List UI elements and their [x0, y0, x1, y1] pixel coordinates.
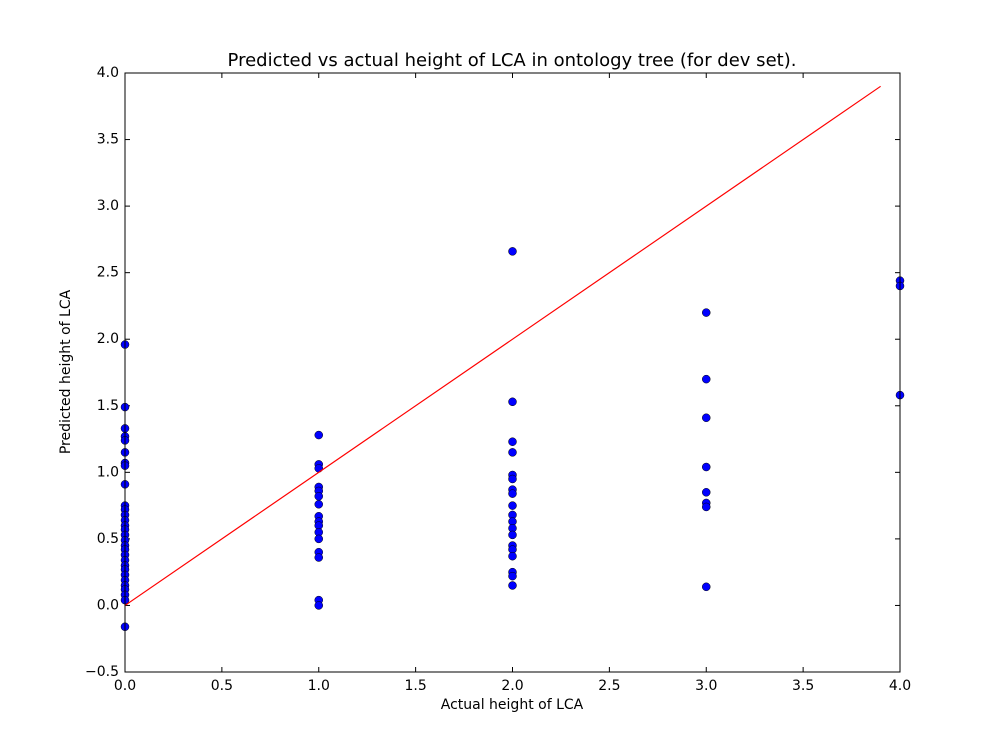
point — [314, 601, 323, 610]
x-tick-label: 0.5 — [211, 678, 233, 694]
point — [508, 551, 517, 561]
y-tick-label: 1.5 — [97, 398, 119, 414]
point — [702, 374, 711, 384]
x-tick-label: 3.5 — [792, 678, 814, 694]
point — [508, 489, 517, 498]
point — [508, 437, 517, 446]
point — [508, 501, 517, 510]
y-tick-label: 3.5 — [97, 132, 119, 148]
y-tick-label: 1.0 — [97, 464, 119, 480]
point — [508, 247, 517, 256]
x-tick-label: 2.0 — [501, 678, 523, 694]
y-tick-label: 3.0 — [97, 198, 119, 214]
chart-title: Predicted vs actual height of LCA in ont… — [228, 50, 797, 71]
x-tick-label: 0.0 — [114, 678, 136, 694]
x-axis-label: Actual height of LCA — [441, 697, 584, 713]
y-tick-label: 0.5 — [97, 531, 119, 547]
point — [702, 582, 711, 592]
point — [314, 534, 323, 544]
point — [508, 397, 517, 407]
point — [314, 553, 323, 562]
line — [124, 85, 881, 606]
x-tick-label: 4.0 — [889, 678, 911, 694]
point — [702, 462, 711, 472]
point — [314, 492, 323, 501]
point — [702, 488, 711, 497]
y-axis-label: Predicted height of LCA — [58, 289, 74, 454]
point — [702, 413, 711, 423]
x-tick-label: 3.0 — [695, 678, 717, 694]
point — [508, 581, 517, 590]
point — [508, 448, 517, 457]
y-tick-label: −0.5 — [85, 664, 119, 680]
y-tick-label: 2.5 — [97, 265, 119, 281]
plot-frame — [124, 72, 901, 673]
point — [314, 464, 323, 473]
y-tick-label: 4.0 — [97, 65, 119, 81]
point — [508, 474, 517, 484]
point — [702, 502, 711, 512]
x-tick-label: 1.5 — [404, 678, 426, 694]
point — [508, 571, 517, 581]
y-tick-label: 2.0 — [97, 331, 119, 347]
y-tick-label: 0.0 — [97, 597, 119, 613]
point — [508, 530, 517, 540]
x-tick-label: 2.5 — [598, 678, 620, 694]
point — [702, 308, 711, 317]
x-tick-label: 1.0 — [308, 678, 330, 694]
point — [314, 500, 323, 509]
point — [314, 430, 323, 440]
